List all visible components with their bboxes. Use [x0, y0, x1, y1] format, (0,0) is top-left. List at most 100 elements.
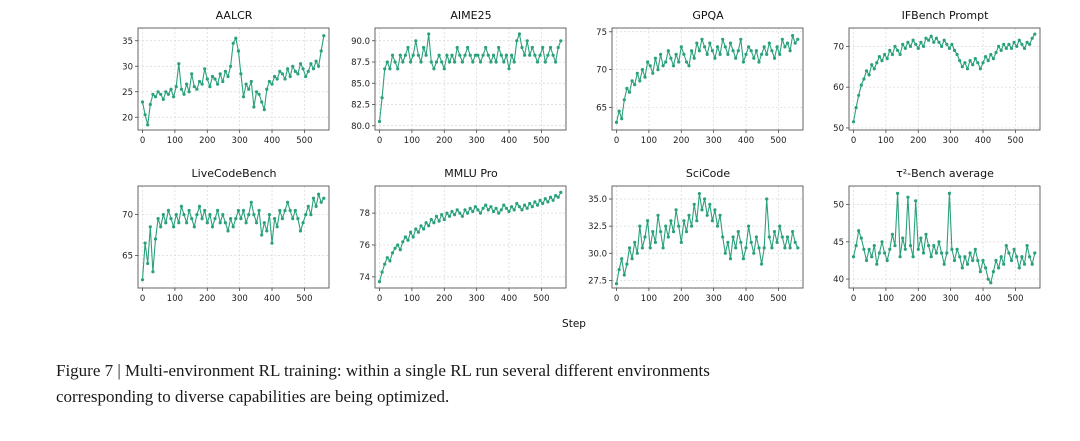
data-point: [749, 240, 753, 244]
x-tick-label: 500: [770, 294, 786, 304]
data-point: [677, 60, 681, 64]
data-point: [893, 44, 897, 48]
data-point: [932, 40, 936, 44]
data-point: [422, 45, 426, 50]
data-point: [401, 240, 405, 244]
data-point: [666, 235, 670, 239]
x-axis-label: Step: [562, 318, 586, 330]
data-point: [762, 45, 766, 49]
data-point: [710, 219, 714, 223]
chart-title: LiveCodeBench: [191, 167, 277, 180]
y-tick-label: 65: [122, 251, 133, 261]
data-point: [298, 229, 303, 233]
data-point: [424, 221, 428, 225]
data-point: [671, 230, 676, 234]
chart-grid: AALCR 20 25 30 35 0 100 200 300 400 500 AIME25 80…: [100, 8, 1048, 314]
y-tick-label: 70: [596, 66, 607, 76]
y-tick-label: 78: [359, 209, 370, 219]
x-tick-label: 300: [706, 294, 722, 304]
data-point: [177, 221, 181, 225]
data-point: [908, 244, 913, 248]
data-point: [471, 209, 475, 214]
data-point: [460, 214, 464, 218]
data-point: [164, 90, 168, 94]
data-point: [533, 200, 537, 204]
data-point: [963, 61, 967, 65]
x-tick-label: 400: [501, 294, 517, 304]
data-point: [541, 201, 545, 206]
data-point: [143, 241, 147, 245]
data-point: [241, 95, 246, 99]
data-point: [896, 48, 900, 52]
data-point: [854, 244, 858, 248]
data-point: [543, 60, 547, 64]
data-point: [625, 262, 629, 266]
data-point: [192, 225, 196, 229]
chart-cell-ifbench: IFBench Prompt 50 60 70 0 100 200 300 400 500: [811, 8, 1048, 156]
chart-plot-aalcr: 20 25 30 35 0 100 200 300 400 500: [122, 27, 330, 146]
data-line: [852, 193, 1036, 285]
data-point: [236, 208, 240, 213]
data-point: [241, 208, 246, 213]
y-tick-label: 30: [122, 62, 133, 72]
data-point: [385, 256, 389, 260]
data-point: [398, 53, 402, 57]
data-point: [916, 46, 920, 50]
data-point: [736, 49, 740, 53]
data-point: [617, 109, 621, 113]
data-point: [978, 67, 982, 71]
data-point: [468, 53, 472, 57]
data-point: [945, 42, 949, 46]
data-point: [684, 230, 689, 234]
data-point: [708, 41, 712, 45]
data-point: [398, 248, 402, 252]
data-point: [159, 92, 163, 96]
data-point: [718, 213, 722, 217]
data-point: [965, 262, 970, 266]
data-point: [458, 53, 462, 57]
data-point: [445, 53, 449, 57]
data-point: [546, 53, 550, 57]
chart-plot-scicode: 27.5 30.0 32.5 35.0 0 100 200 300 400 500: [588, 185, 804, 304]
data-point: [638, 224, 642, 228]
data-point: [460, 60, 464, 64]
data-point: [1015, 255, 1019, 259]
data-point: [393, 60, 397, 64]
data-point: [504, 53, 508, 57]
data-point: [156, 90, 160, 94]
x-tick-label: 300: [469, 294, 485, 304]
data-point: [695, 41, 699, 45]
data-point: [434, 214, 439, 218]
data-point: [317, 192, 321, 196]
data-point: [744, 52, 748, 56]
data-point: [906, 40, 910, 44]
data-point: [715, 224, 720, 228]
x-tick-label: 100: [404, 136, 420, 146]
data-point: [317, 64, 321, 68]
data-point: [390, 251, 395, 255]
data-point: [710, 49, 714, 53]
data-point: [377, 119, 382, 124]
data-point: [148, 225, 152, 229]
data-point: [231, 225, 235, 229]
data-point: [999, 255, 1003, 259]
data-point: [473, 53, 477, 57]
data-point: [309, 62, 313, 66]
y-tick-label: 90.0: [351, 37, 370, 47]
data-point: [533, 53, 537, 57]
data-point: [942, 38, 946, 42]
data-point: [450, 209, 454, 214]
data-point: [322, 196, 326, 200]
data-point: [517, 205, 521, 209]
data-point: [226, 74, 230, 79]
data-point: [674, 208, 678, 212]
data-point: [999, 48, 1003, 52]
data-point: [208, 85, 212, 89]
data-point: [731, 49, 735, 53]
data-point: [862, 247, 866, 251]
data-point: [721, 235, 725, 239]
chart-cell-aime25: AIME25 80.0 82.5 85.0 87.5 90.0 0 100 200 300 400…: [337, 8, 574, 156]
data-point: [723, 251, 727, 255]
data-point: [690, 49, 694, 53]
data-point: [880, 59, 884, 63]
